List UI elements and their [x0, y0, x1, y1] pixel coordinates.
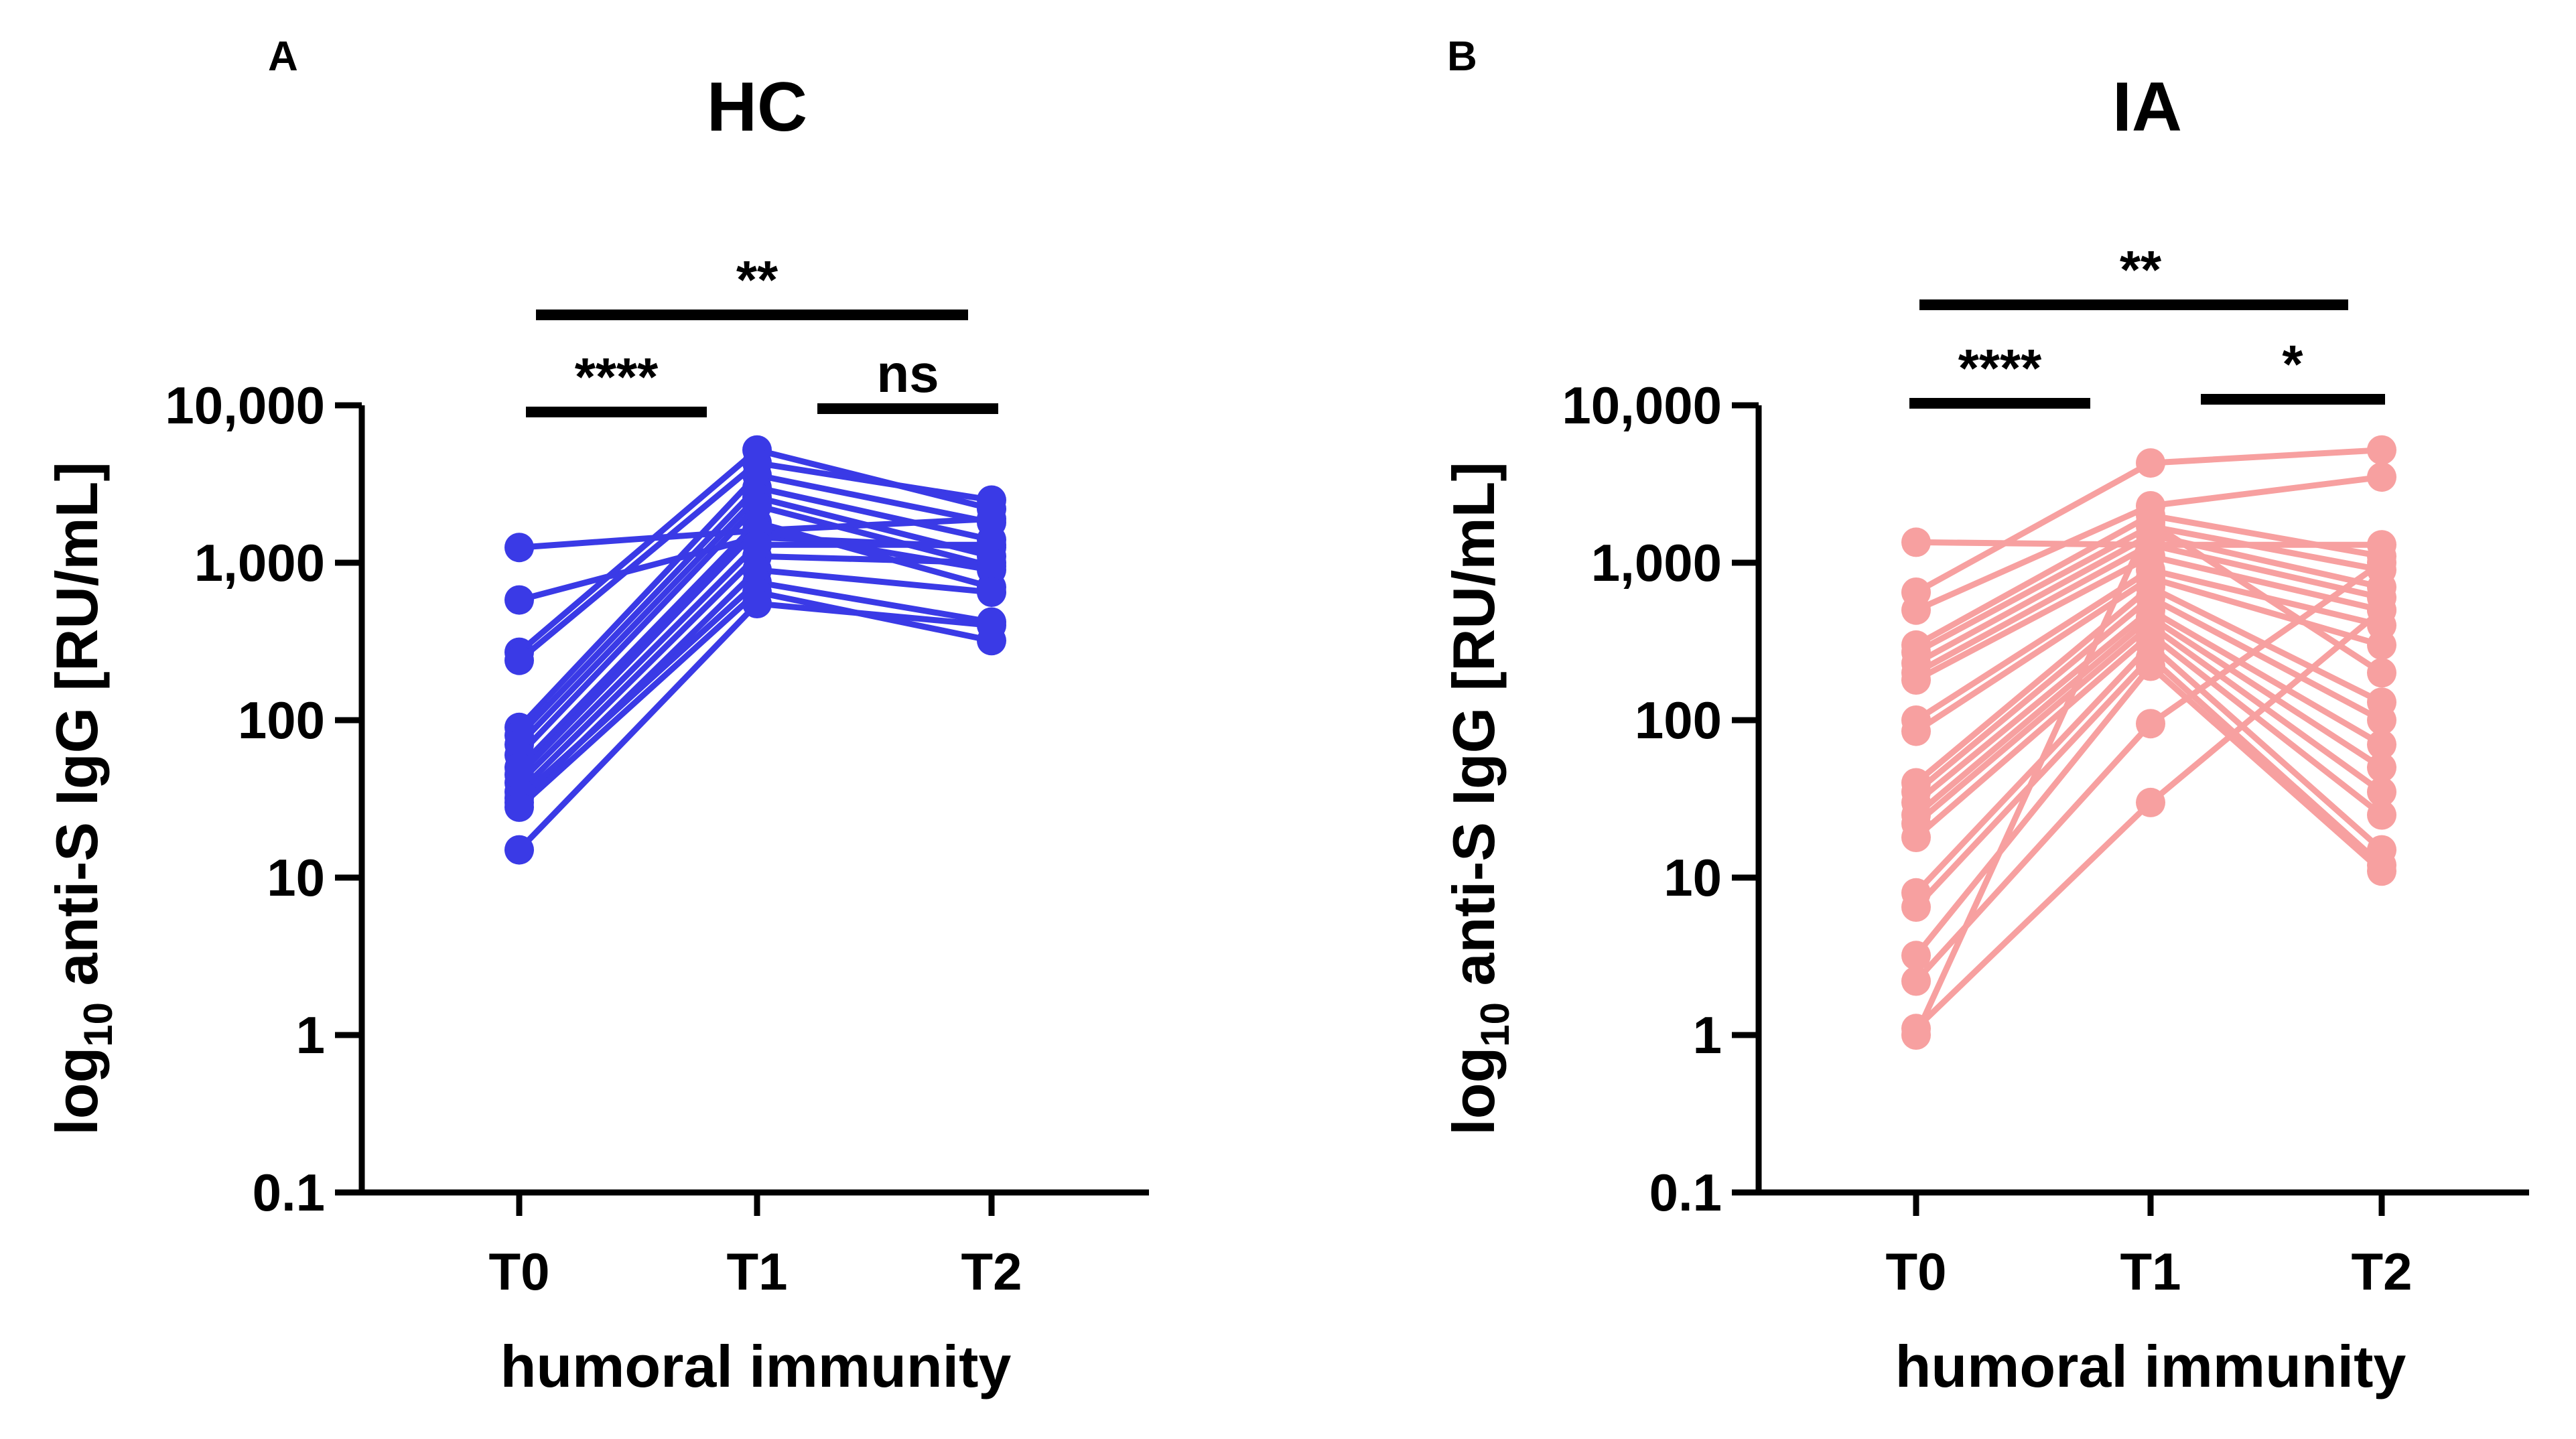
y-tick-label: 10 — [1664, 848, 1722, 907]
data-point — [1901, 527, 1931, 557]
data-point — [1901, 892, 1931, 922]
data-point — [2367, 730, 2396, 760]
y-label-sub: 10 — [1473, 1002, 1517, 1047]
subject-line — [516, 600, 995, 853]
x-axis-label: humoral immunity — [500, 1333, 1012, 1399]
data-point — [977, 548, 1006, 577]
data-point — [1901, 665, 1931, 695]
significance-label: **** — [1958, 338, 2042, 398]
data-point — [1901, 941, 1931, 971]
x-ticks: T0 T1 T2 — [1885, 1192, 2413, 1301]
data-point — [2136, 787, 2165, 817]
data-point — [504, 585, 534, 615]
y-axis-label: log10 anti-S IgG [RU/mL] — [44, 462, 121, 1135]
y-label-main: log — [44, 1047, 110, 1136]
significance-label: **** — [575, 347, 659, 407]
data-point — [977, 577, 1006, 607]
y-label-rest: anti-S IgG [RU/mL] — [1440, 462, 1507, 1002]
x-axis-label: humoral immunity — [1895, 1333, 2406, 1399]
data-point — [504, 533, 534, 563]
chart-title-hc: HC — [707, 68, 807, 146]
y-tick-label: 10 — [267, 848, 325, 907]
data-point — [2136, 508, 2165, 537]
data-point — [1901, 1020, 1931, 1050]
x-tick-label: T2 — [961, 1242, 1022, 1301]
data-point — [2367, 856, 2396, 886]
data-point — [1901, 716, 1931, 746]
subject-points — [1901, 435, 2396, 1050]
y-tick-label: 0.1 — [1649, 1163, 1722, 1222]
chart-title-ia: IA — [2112, 68, 2182, 146]
significance-label: ns — [876, 344, 939, 403]
y-ticks: 0.1 1 10 100 1,000 10,000 — [165, 376, 362, 1222]
x-tick-label: T0 — [488, 1242, 549, 1301]
significance-label: ** — [2120, 240, 2162, 299]
y-ticks: 0.1 1 10 100 1,000 10,000 — [1562, 376, 1759, 1222]
y-tick-label: 10,000 — [165, 376, 325, 435]
data-point — [2136, 448, 2165, 478]
y-tick-label: 1,000 — [194, 533, 325, 592]
significance-label: ** — [736, 250, 778, 310]
data-point — [504, 835, 534, 865]
data-point — [2136, 709, 2165, 739]
y-label-sub: 10 — [76, 1002, 121, 1047]
x-tick-label: T1 — [726, 1242, 787, 1301]
data-point — [2367, 705, 2396, 735]
panel-letter-b: B — [1447, 33, 1477, 80]
x-tick-label: T1 — [2120, 1242, 2181, 1301]
data-point — [2136, 651, 2165, 681]
y-axis-label: log10 anti-S IgG [RU/mL] — [1440, 462, 1517, 1135]
y-tick-label: 0.1 — [253, 1163, 325, 1222]
subject-points — [504, 435, 1006, 865]
significance-brackets: **** ns ** — [526, 250, 998, 417]
data-point — [2367, 752, 2396, 782]
y-label-main: log — [1440, 1047, 1507, 1136]
data-point — [977, 485, 1006, 515]
data-point — [2367, 462, 2396, 492]
y-tick-label: 100 — [238, 691, 325, 750]
data-point — [2367, 595, 2396, 625]
data-point — [2367, 548, 2396, 577]
data-point — [1901, 595, 1931, 625]
y-label-rest: anti-S IgG [RU/mL] — [44, 462, 110, 1002]
data-point — [1901, 823, 1931, 852]
significance-label: * — [2282, 334, 2303, 394]
x-ticks: T0 T1 T2 — [488, 1192, 1022, 1301]
y-tick-label: 1 — [1693, 1006, 1722, 1065]
y-tick-label: 10,000 — [1562, 376, 1722, 435]
data-point — [2367, 435, 2396, 465]
y-tick-label: 100 — [1635, 691, 1722, 750]
data-point — [977, 610, 1006, 640]
significance-brackets: **** *** — [1909, 240, 2385, 409]
data-point — [1901, 966, 1931, 996]
panel-letter-a: A — [268, 33, 298, 80]
data-point — [2367, 800, 2396, 830]
data-point — [2367, 658, 2396, 688]
y-tick-label: 1,000 — [1591, 533, 1722, 592]
data-point — [2367, 630, 2396, 660]
data-point — [742, 589, 772, 618]
y-tick-label: 1 — [296, 1006, 325, 1065]
x-tick-label: T0 — [1885, 1242, 1946, 1301]
data-point — [504, 645, 534, 675]
data-point — [504, 792, 534, 822]
data-point — [2367, 777, 2396, 807]
x-tick-label: T2 — [2351, 1242, 2412, 1301]
